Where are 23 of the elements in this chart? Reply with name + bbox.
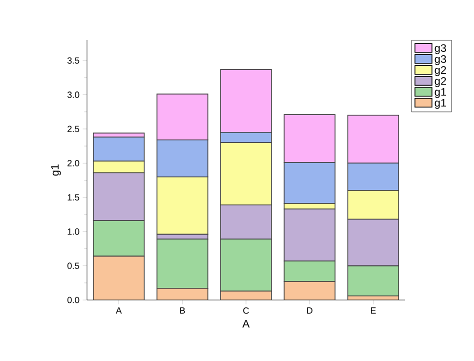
y-tick-label: 0.0	[67, 296, 80, 304]
x-tick-label: A	[116, 307, 122, 314]
legend-label: g3	[434, 44, 446, 54]
y-axis-title: g1	[51, 164, 61, 176]
legend-label: g1	[434, 88, 446, 98]
bar	[284, 281, 336, 300]
y-tick-label: 2.5	[68, 126, 80, 132]
bar	[92, 256, 145, 300]
legend-label: g1	[434, 99, 446, 109]
legend-label: g3	[434, 55, 446, 66]
y-tick-label: 0.5	[67, 262, 80, 269]
x-tick-label: E	[370, 307, 376, 314]
x-tick-label: B	[180, 307, 185, 314]
legend-label: g2	[434, 66, 446, 76]
x-tick-label: C	[243, 307, 249, 314]
y-tick-label: 3.0	[67, 92, 80, 98]
y-tick-label: 1.0	[68, 228, 80, 235]
y-tick-label: 1.5	[68, 194, 80, 201]
x-axis-title: A	[242, 320, 250, 328]
legend-label: g2	[434, 77, 446, 88]
y-tick-label: 3.5	[67, 57, 80, 64]
y-tick-label: 2.0	[68, 160, 80, 166]
x-tick-label: D	[307, 307, 312, 314]
